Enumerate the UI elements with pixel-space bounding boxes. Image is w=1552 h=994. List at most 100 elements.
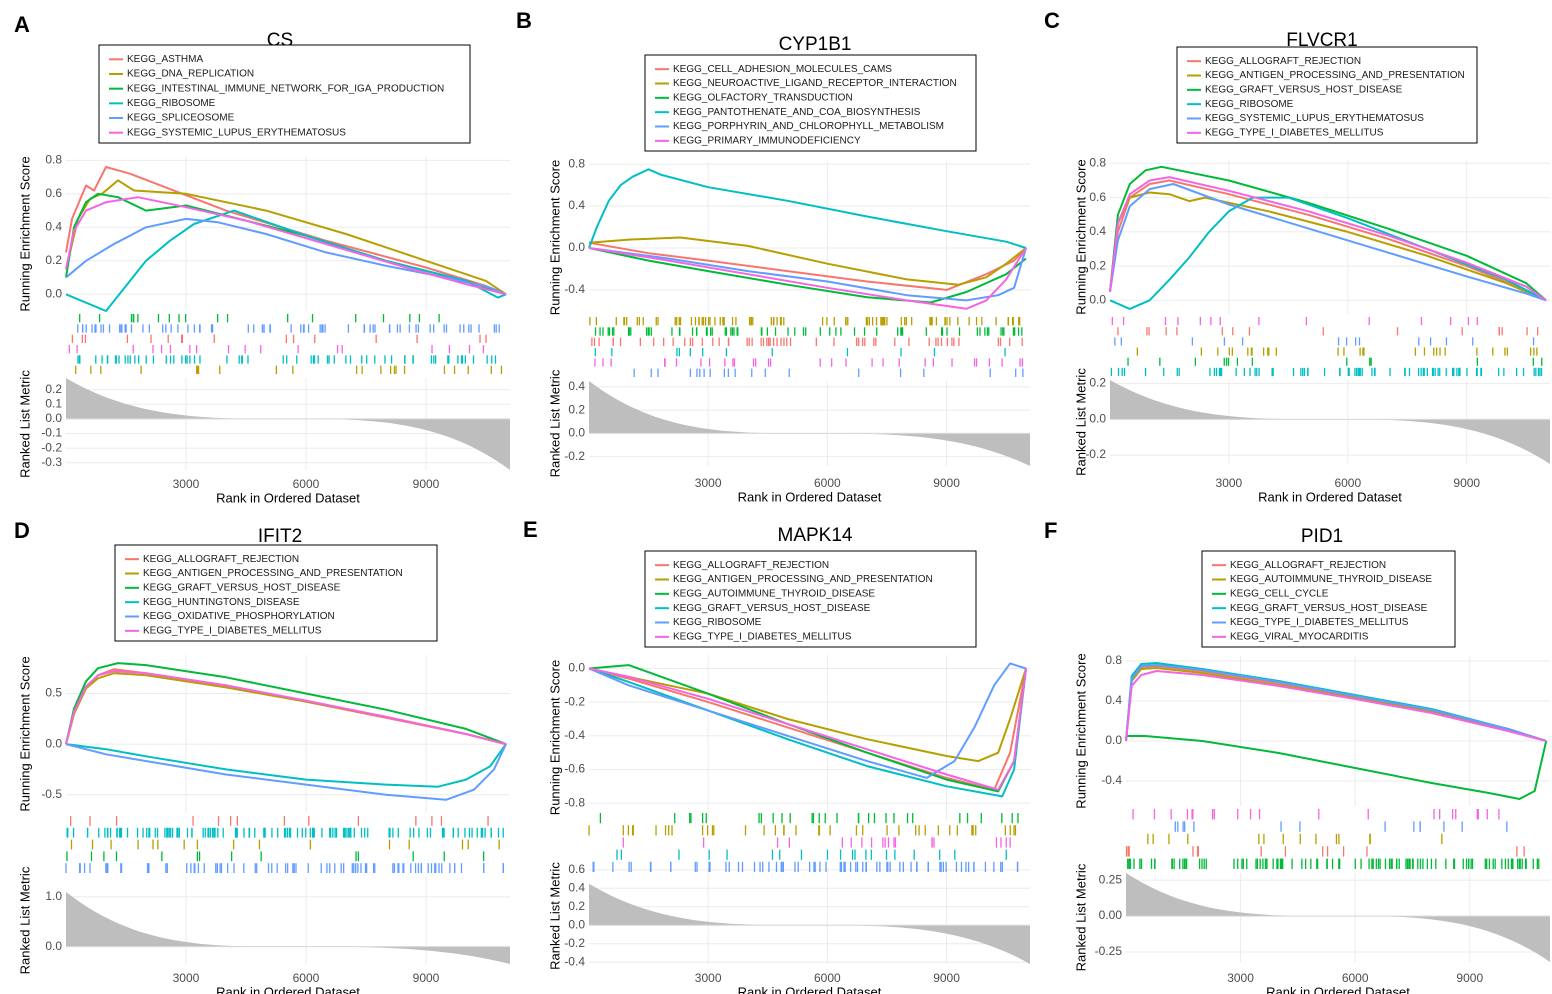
legend-box — [114, 544, 438, 642]
legend-label: KEGG_ALLOGRAFT_REJECTION — [1230, 560, 1386, 571]
legend-box — [98, 44, 471, 144]
es-line-kegg-type-i-diabetes-mellitus — [1125, 664, 1547, 742]
es-tick-label: 0.0 — [45, 286, 62, 300]
es-tick-label: -0.4 — [564, 728, 585, 742]
metric-tick-label: 0.2 — [45, 382, 62, 396]
y-axis-title-metric: Ranked List Metric — [1073, 368, 1088, 476]
es-line-kegg-oxidative-phosphorylation — [65, 743, 507, 801]
y-axis-title-es: Running Enrichment Score — [547, 660, 562, 815]
es-line-kegg-neuroactive-ligand-receptor-interaction — [588, 236, 1027, 286]
metric-tick-label: 0.0 — [568, 426, 585, 440]
es-line-kegg-type-i-diabetes-mellitus — [1109, 176, 1547, 302]
panel-c: C FLVCR1 0.0 0.2 0.4 0.6 0.8 0.2 0.0 -0.2 3000 6000… — [1044, 8, 1550, 504]
panel-letter: D — [14, 518, 30, 543]
es-tick-label: 0.8 — [45, 153, 62, 167]
x-tick-label: 6000 — [293, 477, 320, 491]
legend-label: KEGG_GRAFT_VERSUS_HOST_DISEASE — [673, 603, 871, 614]
es-line-kegg-ribosome — [1109, 196, 1547, 310]
legend-label: KEGG_TYPE_I_DIABETES_MELLITUS — [1205, 127, 1384, 138]
es-line-kegg-olfactory-transduction — [588, 247, 1027, 304]
legend-label: KEGG_TYPE_I_DIABETES_MELLITUS — [1230, 617, 1409, 628]
metric-tick-label: 0.0 — [45, 411, 62, 425]
metric-tick-label: 0.4 — [568, 379, 585, 393]
legend-label: KEGG_DNA_REPLICATION — [127, 69, 254, 80]
es-line-kegg-cell-adhesion-molecules-cams — [588, 241, 1027, 291]
es-tick-label: 0.4 — [568, 198, 585, 212]
panel-e: E MAPK14 0.0 -0.2 -0.4 -0.6 -0.8 0.6 0.4 0.2 0.0 -0… — [523, 517, 1030, 994]
ranked-list-metric-area — [589, 381, 1030, 466]
legend-label: KEGG_AUTOIMMUNE_THYROID_DISEASE — [1230, 574, 1432, 585]
x-axis-title: Rank in Ordered Dataset — [1258, 489, 1402, 504]
metric-tick-label: -0.2 — [564, 449, 585, 463]
legend-label: KEGG_ALLOGRAFT_REJECTION — [143, 554, 299, 565]
metric-tick-label: 0.1 — [45, 396, 62, 410]
x-axis-title: Rank in Ordered Dataset — [738, 489, 882, 504]
metric-tick-label: -0.2 — [1085, 447, 1106, 461]
es-line-kegg-cell-cycle — [1126, 735, 1548, 800]
legend-label: KEGG_TYPE_I_DIABETES_MELLITUS — [143, 625, 322, 636]
x-tick-label: 6000 — [1342, 971, 1369, 985]
x-axis-title: Rank in Ordered Dataset — [216, 984, 360, 994]
y-axis-title-metric: Ranked List Metric — [17, 370, 32, 478]
panel-b: B CYP1B1 -0.4 0.0 0.4 0.8 0.4 0.2 0.0 -0.2 3000 600… — [516, 8, 1030, 504]
ranked-list-metric-area — [66, 891, 510, 964]
es-tick-label: 0.2 — [1089, 258, 1106, 272]
es-line-kegg-primary-immunodeficiency — [588, 247, 1027, 310]
es-line-kegg-viral-myocarditis — [1125, 670, 1547, 742]
panel-title: IFIT2 — [258, 526, 302, 547]
panel-letter: A — [14, 12, 30, 37]
legend-label: KEGG_ALLOGRAFT_REJECTION — [1205, 56, 1361, 67]
es-tick-label: 0.4 — [45, 219, 62, 233]
legend-label: KEGG_RIBOSOME — [127, 98, 216, 109]
metric-tick-label: 1.0 — [45, 889, 62, 903]
legend-label: KEGG_HUNTINGTONS_DISEASE — [143, 597, 300, 608]
es-line-kegg-allograft-rejection — [65, 668, 507, 746]
es-tick-label: 0.4 — [1089, 224, 1106, 238]
legend-label: KEGG_TYPE_I_DIABETES_MELLITUS — [673, 631, 852, 642]
es-line-kegg-graft-versus-host-disease — [65, 662, 507, 746]
legend-label: KEGG_ANTIGEN_PROCESSING_AND_PRESENTATION — [143, 568, 403, 579]
legend-label: KEGG_SPLICEOSOME — [127, 113, 235, 124]
panel-title: CYP1B1 — [779, 34, 852, 55]
es-tick-label: -0.4 — [1101, 773, 1122, 787]
legend-box — [644, 550, 977, 648]
es-tick-label: -0.4 — [564, 282, 585, 296]
es-tick-label: 0.6 — [1089, 190, 1106, 204]
metric-tick-label: -0.2 — [564, 936, 585, 950]
legend-label: KEGG_CELL_ADHESION_MOLECULES_CAMS — [673, 64, 892, 75]
legend-label: KEGG_RIBOSOME — [673, 617, 762, 628]
es-line-kegg-autoimmune-thyroid-disease — [1125, 667, 1547, 742]
legend-box — [1176, 46, 1478, 144]
es-tick-label: 0.5 — [45, 686, 62, 700]
es-line-kegg-dna-replication — [65, 179, 507, 296]
legend-label: KEGG_ANTIGEN_PROCESSING_AND_PRESENTATION — [673, 574, 933, 585]
es-line-kegg-allograft-rejection — [1125, 665, 1547, 742]
metric-tick-label: -0.25 — [1095, 944, 1123, 958]
x-axis-title: Rank in Ordered Dataset — [216, 490, 360, 505]
y-axis-title-metric: Ranked List Metric — [547, 862, 562, 970]
panel-letter: F — [1044, 518, 1057, 543]
x-tick-label: 3000 — [1227, 971, 1254, 985]
metric-tick-label: 0.6 — [568, 862, 585, 876]
ranked-list-metric-area — [1126, 873, 1550, 962]
y-axis-title-es: Running Enrichment Score — [17, 656, 32, 811]
legend-label: KEGG_INTESTINAL_IMMUNE_NETWORK_FOR_IGA_P… — [127, 83, 444, 94]
x-tick-label: 6000 — [293, 971, 320, 985]
es-line-kegg-pantothenate-and-coa-biosynthesis — [588, 168, 1027, 249]
legend-box — [644, 54, 977, 152]
legend-label: KEGG_SYSTEMIC_LUPUS_ERYTHEMATOSUS — [1205, 113, 1424, 124]
es-tick-label: 0.4 — [1105, 693, 1122, 707]
legend-label: KEGG_OXIDATIVE_PHOSPHORYLATION — [143, 611, 335, 622]
es-line-kegg-antigen-processing-and-presentation — [65, 672, 507, 746]
legend-label: KEGG_GRAFT_VERSUS_HOST_DISEASE — [1230, 603, 1428, 614]
y-axis-title-metric: Ranked List Metric — [547, 369, 562, 477]
es-tick-label: 0.8 — [1105, 653, 1122, 667]
ranked-list-metric-area — [66, 378, 510, 470]
metric-tick-label: -0.4 — [564, 954, 585, 968]
es-tick-label: -0.5 — [41, 787, 62, 801]
es-tick-label: 0.8 — [568, 156, 585, 170]
metric-tick-label: -0.2 — [41, 440, 62, 454]
es-line-kegg-huntingtons-disease — [65, 743, 507, 788]
es-tick-label: 0.2 — [45, 253, 62, 267]
